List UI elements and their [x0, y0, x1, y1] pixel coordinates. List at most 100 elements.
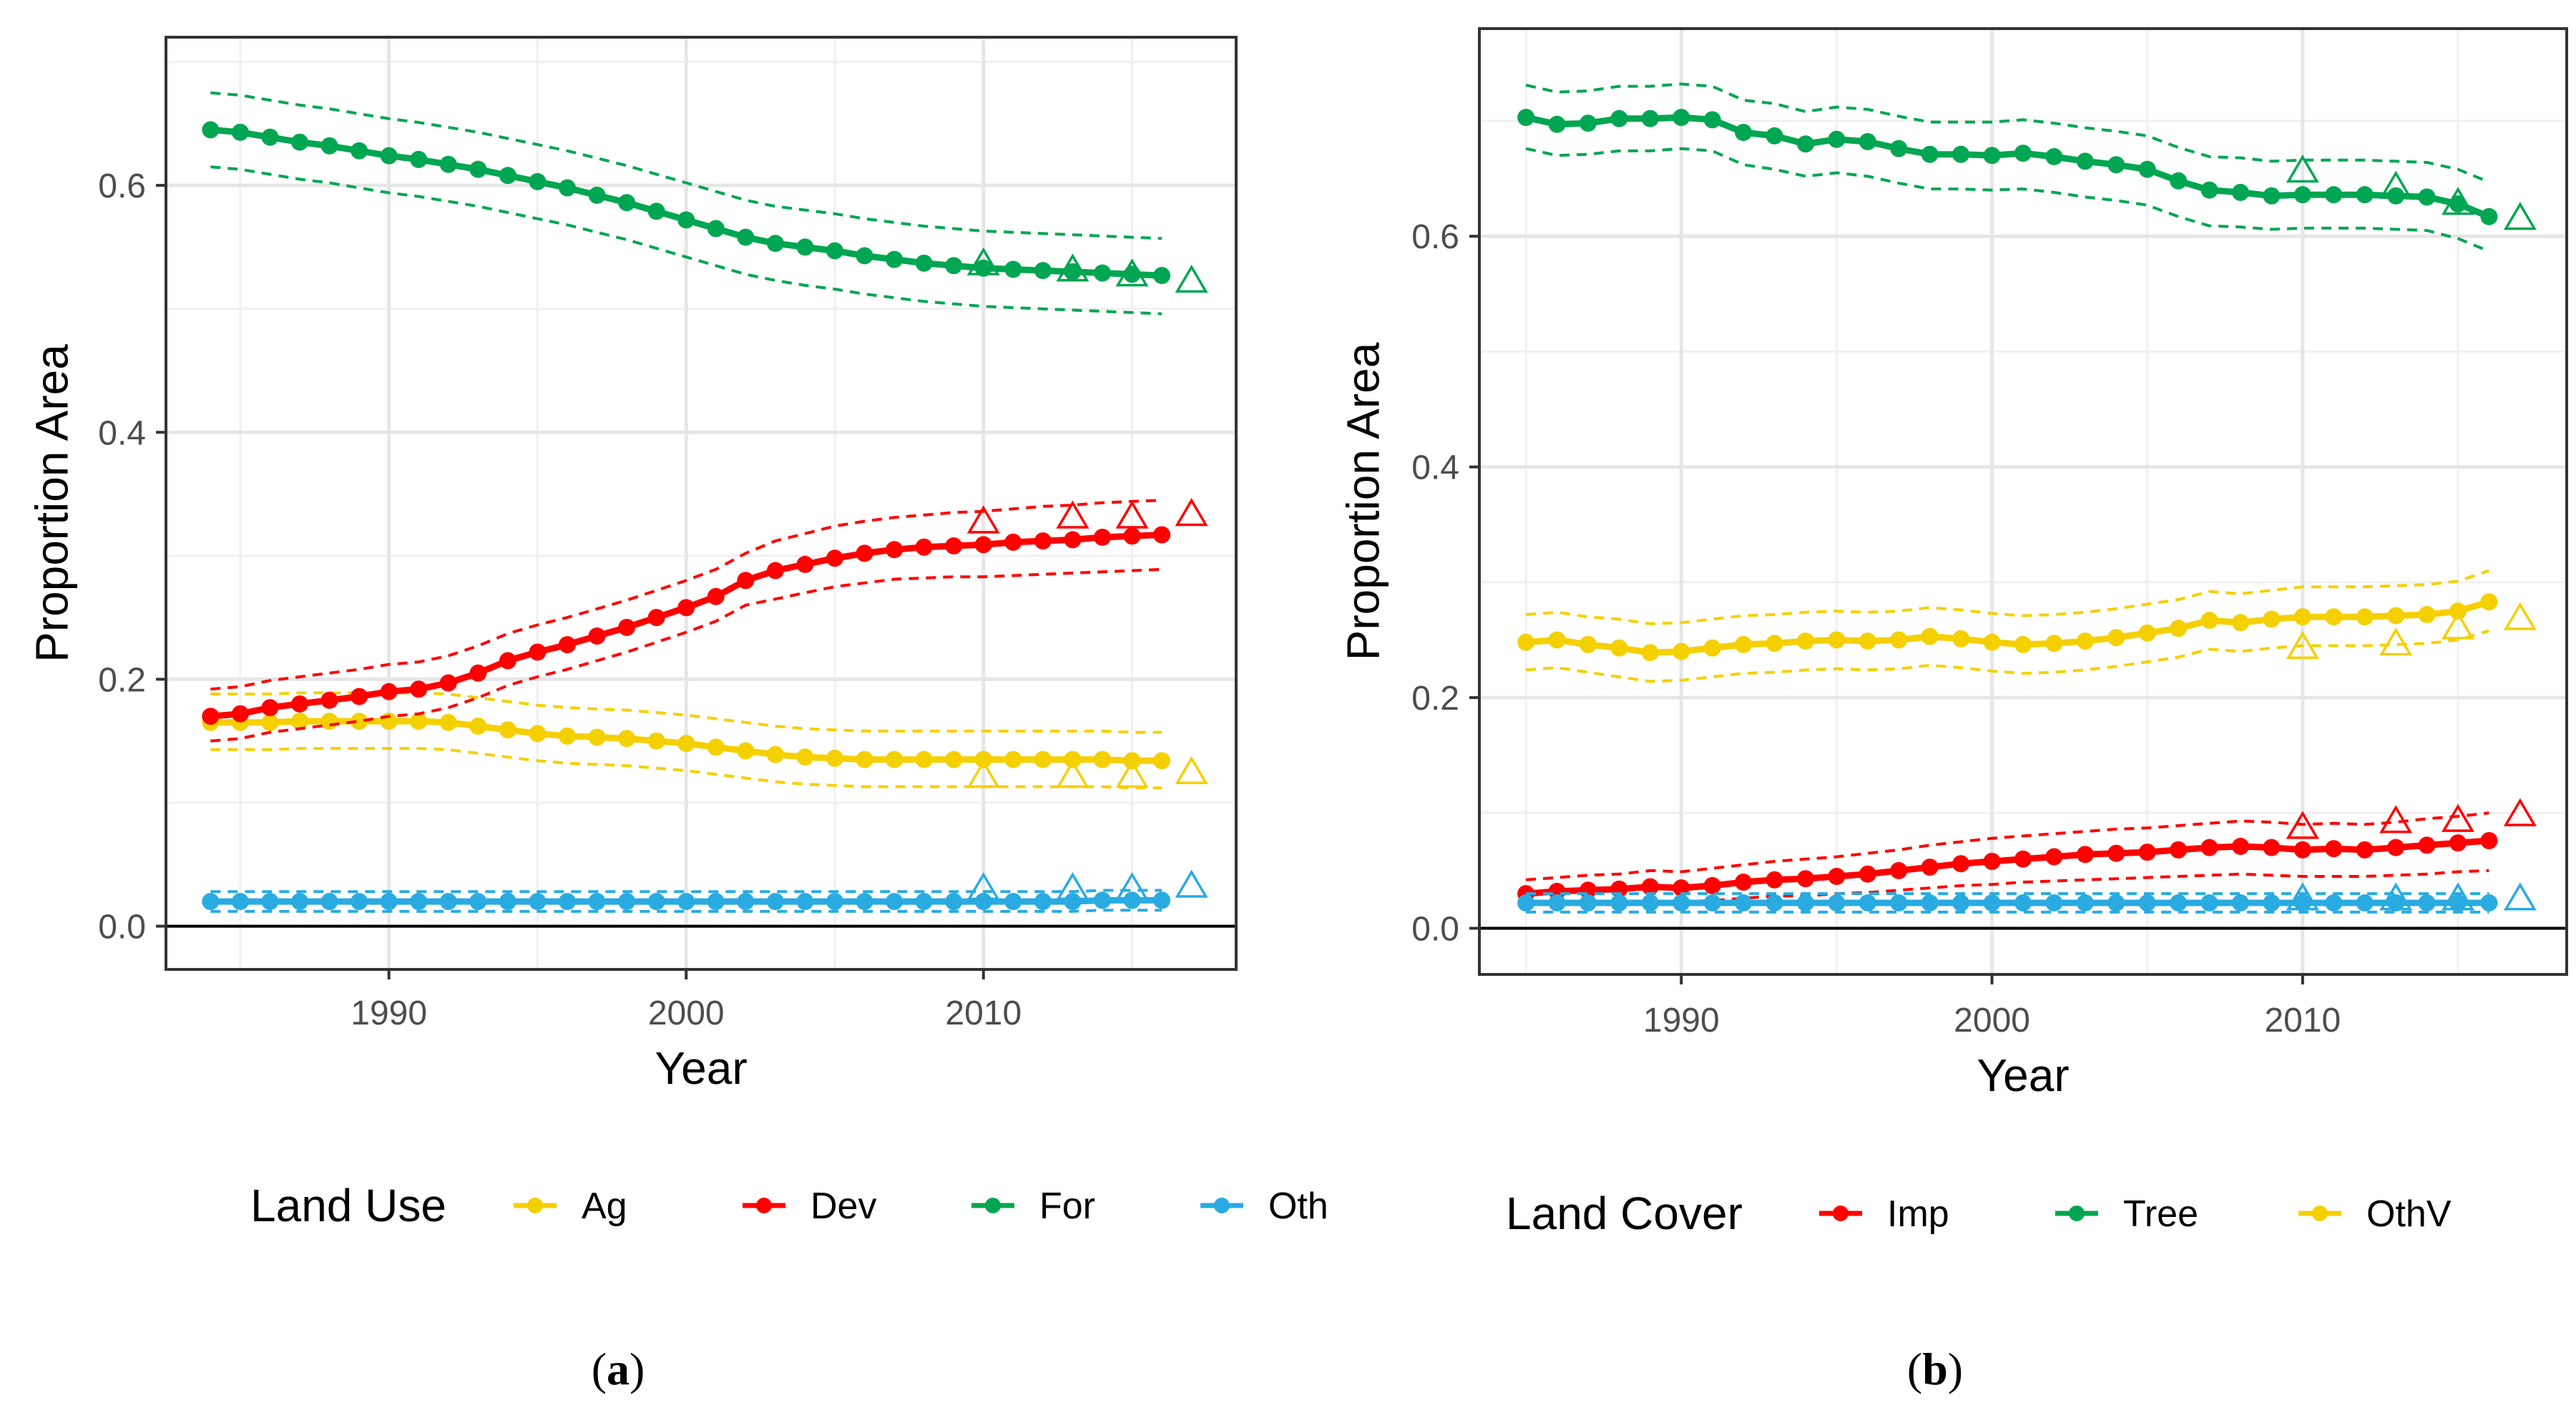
reference-triangle-ag — [966, 759, 1000, 788]
data-point-tree — [2138, 160, 2156, 178]
x-tick-label: 2010 — [945, 994, 1022, 1032]
data-point-dev — [974, 536, 992, 554]
data-point-tree — [1610, 109, 1628, 127]
legend-label-for: For — [1039, 1185, 1095, 1227]
data-point-oth — [856, 893, 873, 911]
x-tick-label: 2000 — [648, 994, 725, 1032]
data-point-tree — [2232, 183, 2249, 201]
data-point-wat — [2387, 894, 2405, 912]
legend-key-point-oth — [1214, 1198, 1230, 1213]
data-point-oth — [320, 893, 338, 911]
data-point-tree — [2325, 186, 2343, 204]
reference-triangle-imp — [2379, 805, 2413, 833]
data-point-tree — [1548, 115, 1566, 133]
data-point-dev — [796, 555, 814, 573]
reference-triangle-ag — [1056, 759, 1089, 788]
data-point-wat — [1890, 894, 1908, 912]
legend-title: Land Use — [250, 1180, 446, 1231]
legend-key-point-tree — [2069, 1206, 2085, 1221]
data-point-wat — [2170, 894, 2188, 912]
confidence-upper-othv — [1525, 569, 2490, 625]
data-point-for — [826, 242, 843, 260]
data-point-for — [1094, 264, 1111, 282]
x-axis-title: Year — [1977, 1050, 2069, 1101]
data-point-othv — [1703, 639, 1721, 657]
data-point-tree — [2045, 147, 2063, 165]
plot-border — [1478, 27, 2568, 976]
legend-label-oth: Oth — [1268, 1185, 1328, 1227]
data-point-for — [915, 254, 933, 272]
data-point-ag — [647, 732, 665, 750]
data-point-tree — [2293, 186, 2311, 204]
confidence-lower-dev — [210, 567, 1162, 743]
data-point-imp — [1641, 878, 1659, 896]
data-point-oth — [469, 893, 487, 911]
data-point-dev — [826, 549, 843, 567]
x-tick-label: 1990 — [351, 994, 427, 1032]
data-point-othv — [2138, 624, 2156, 642]
confidence-lower-tree — [1525, 147, 2490, 253]
data-point-dev — [202, 708, 220, 725]
caption-b: (b) — [1907, 1344, 1963, 1394]
data-point-oth — [439, 893, 457, 911]
data-point-dev — [707, 587, 725, 605]
data-point-tree — [1828, 130, 1846, 148]
data-point-oth — [1034, 893, 1052, 911]
data-point-ag — [410, 713, 428, 730]
data-point-for — [231, 123, 249, 141]
data-point-tree — [1921, 145, 1939, 163]
data-point-wat — [1952, 894, 1970, 912]
data-point-for — [1153, 267, 1171, 285]
data-point-wat — [1766, 894, 1783, 912]
reference-triangle-wat — [2441, 882, 2475, 911]
reference-triangle-tree — [2379, 170, 2413, 199]
data-point-othv — [2325, 608, 2343, 626]
reference-triangle-wat — [2379, 882, 2413, 911]
reference-triangle-dev — [966, 505, 1000, 534]
reference-triangle-oth — [966, 871, 1000, 901]
reference-triangle-for — [1056, 253, 1089, 282]
data-point-wat — [2263, 894, 2281, 912]
reference-triangle-othv — [2286, 630, 2319, 660]
data-point-imp — [1766, 871, 1783, 889]
reference-triangle-for — [1115, 258, 1149, 287]
data-point-for — [886, 250, 903, 268]
data-point-wat — [1548, 894, 1566, 912]
data-point-imp — [2138, 843, 2156, 861]
data-point-dev — [261, 699, 279, 717]
data-point-ag — [796, 748, 814, 766]
data-point-othv — [1858, 632, 1876, 650]
data-point-othv — [1548, 631, 1566, 649]
data-point-tree — [1517, 109, 1535, 127]
data-point-tree — [1983, 147, 2001, 165]
series-for — [202, 91, 1208, 316]
y-axis-title: Proportion Area — [1337, 342, 1389, 660]
data-point-othv — [1641, 644, 1659, 662]
data-point-othv — [2356, 608, 2374, 626]
caption-a: (a) — [592, 1344, 645, 1394]
data-point-othv — [2480, 593, 2498, 611]
data-point-for — [439, 155, 457, 173]
data-point-wat — [1797, 894, 1814, 912]
data-point-oth — [231, 893, 249, 911]
data-point-oth — [202, 893, 220, 911]
data-point-imp — [2356, 841, 2374, 859]
data-point-imp — [2293, 841, 2311, 859]
data-point-ag — [766, 745, 784, 763]
data-point-wat — [2076, 894, 2094, 912]
data-point-wat — [1517, 894, 1535, 912]
data-point-for — [202, 121, 220, 139]
data-point-wat — [1673, 894, 1690, 912]
data-point-tree — [1952, 145, 1970, 163]
data-point-othv — [2293, 608, 2311, 626]
data-point-othv — [1735, 635, 1753, 653]
data-point-othv — [1797, 632, 1814, 650]
reference-triangle-for — [1175, 264, 1208, 293]
data-point-dev — [945, 537, 963, 555]
reference-triangle-oth — [1175, 869, 1208, 898]
data-point-imp — [2076, 846, 2094, 864]
data-point-wat — [2232, 894, 2249, 912]
data-point-ag — [559, 727, 576, 745]
data-point-tree — [1735, 124, 1753, 142]
data-point-imp — [2170, 841, 2188, 859]
